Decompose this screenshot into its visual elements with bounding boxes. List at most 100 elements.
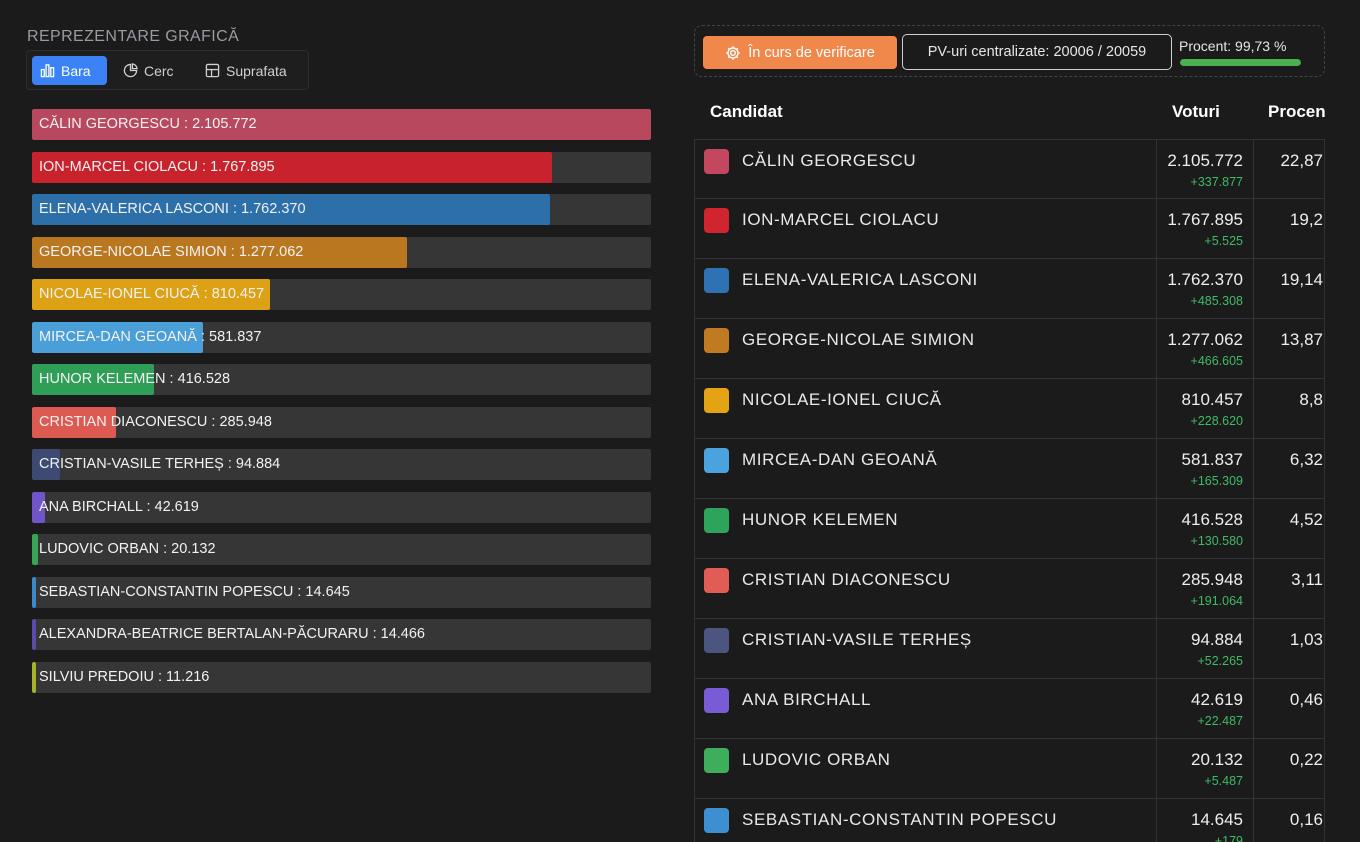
bar: [32, 576, 37, 608]
candidate-color-swatch: [704, 748, 729, 773]
bar-row[interactable]: LUDOVIC ORBAN : 20.132: [32, 534, 651, 565]
candidate-name: HUNOR KELEMEN: [742, 510, 899, 529]
bar-label: MIRCEA-DAN GEOANĂ : 581.837: [39, 322, 261, 353]
bar-category: SEBASTIAN-CONSTANTIN POPESCU: [39, 583, 294, 600]
bar-category: ELENA-VALERICA LASCONI: [39, 201, 229, 217]
bar: [32, 109, 651, 140]
table-row[interactable]: CRISTIAN DIACONESCU 285.948 +191.064 3,11: [694, 559, 1325, 619]
procent-label: Procent: 99,73 %: [1179, 38, 1287, 54]
bar-row[interactable]: ALEXANDRA-BEATRICE BERTALAN-PĂCURARU : 1…: [32, 619, 651, 650]
bar-value: 20.132: [171, 541, 216, 557]
bar-category: CRISTIAN DIACONESCU: [39, 413, 208, 430]
bar-separator: :: [199, 286, 212, 302]
bar-row[interactable]: HUNOR KELEMEN : 416.528: [32, 364, 651, 395]
bar-row[interactable]: MIRCEA-DAN GEOANĂ : 581.837: [32, 321, 651, 353]
candidate-votes-delta: +228.620: [1190, 414, 1243, 428]
table-row[interactable]: ANA BIRCHALL 42.619 +22.487 0,46: [694, 679, 1325, 739]
candidate-percent: 19,2: [1289, 210, 1323, 229]
bar-label: ANA BIRCHALL : 42.619: [39, 492, 199, 523]
candidate-name: CĂLIN GEORGESCU: [742, 151, 917, 170]
bar-separator: :: [165, 371, 178, 387]
bar-separator: :: [293, 583, 306, 600]
table-row[interactable]: SEBASTIAN-CONSTANTIN POPESCU 14.645 +179 0,…: [694, 799, 1325, 842]
bar-value: 581.837: [209, 328, 262, 345]
column-divider: [1253, 199, 1254, 258]
candidate-votes: 1.762.370: [1167, 270, 1243, 289]
column-divider: [1156, 259, 1157, 318]
table-row[interactable]: CĂLIN GEORGESCU 2.105.772 +337.877 22,87: [694, 139, 1325, 199]
bar-category: MIRCEA-DAN GEOANĂ: [39, 328, 197, 345]
bar-category: GEORGE-NICOLAE SIMION: [39, 243, 227, 260]
header-candidate[interactable]: Candidat: [710, 102, 783, 121]
bar-category: HUNOR KELEMEN: [39, 371, 166, 387]
bar-separator: :: [228, 201, 242, 217]
bar-chart-icon: [40, 64, 55, 78]
bar-row[interactable]: SEBASTIAN-CONSTANTIN POPESCU : 14.645: [32, 576, 651, 608]
bar-category: CRISTIAN-VASILE TERHEȘ: [39, 456, 224, 472]
bar-category: SILVIU PREDOIU: [39, 668, 154, 685]
bar-label: CĂLIN GEORGESCU : 2.105.772: [39, 109, 257, 140]
table-row[interactable]: MIRCEA-DAN GEOANĂ 581.837 +165.309 6,32: [694, 439, 1325, 499]
candidate-votes: 20.132: [1191, 750, 1243, 769]
bar: [32, 194, 551, 225]
table-row[interactable]: NICOLAE-IONEL CIUCĂ 810.457 +228.620 8,8: [694, 379, 1325, 439]
header-votes[interactable]: Voturi: [1172, 102, 1220, 121]
bar-category: ANA BIRCHALL: [39, 498, 143, 515]
candidate-color-swatch: [704, 149, 729, 174]
bar-row[interactable]: CRISTIAN-VASILE TERHEȘ : 94.884: [32, 449, 651, 480]
view-area-button[interactable]: Suprafata: [197, 56, 305, 85]
bar-label: SILVIU PREDOIU : 11.216: [39, 662, 209, 693]
table-row[interactable]: ION-MARCEL CIOLACU 1.767.895 +5.525 19,2: [694, 199, 1325, 259]
bar-row[interactable]: CRISTIAN DIACONESCU : 285.948: [32, 406, 651, 438]
bar-value: 14.645: [305, 583, 350, 600]
table-row[interactable]: CRISTIAN-VASILE TERHEȘ 94.884 +52.265 1,03: [694, 619, 1325, 679]
bar-separator: :: [207, 413, 220, 430]
bar-value: 285.948: [219, 413, 272, 430]
table-row[interactable]: GEORGE-NICOLAE SIMION 1.277.062 +466.605 13…: [694, 319, 1325, 379]
candidate-votes: 581.837: [1181, 450, 1243, 469]
bar-row[interactable]: CĂLIN GEORGESCU : 2.105.772: [32, 109, 651, 140]
candidate-votes-delta: +179: [1214, 834, 1243, 842]
view-bar-button[interactable]: Bara: [32, 56, 107, 85]
candidate-percent: 0,46: [1289, 690, 1323, 709]
bar-row[interactable]: ION-MARCEL CIOLACU : 1.767.895: [32, 151, 651, 183]
bar: [32, 321, 204, 353]
candidate-votes: 416.528: [1181, 510, 1243, 529]
bar-value: 2.105.772: [192, 116, 257, 132]
candidate-color-swatch: [704, 448, 729, 473]
candidate-color-swatch: [704, 328, 729, 353]
candidate-percent: 13,87: [1280, 330, 1323, 349]
column-divider: [1253, 439, 1254, 498]
table-row[interactable]: ELENA-VALERICA LASCONI 1.762.370 +485.308 1…: [694, 259, 1325, 319]
grid-icon: [205, 63, 220, 78]
verification-status-button[interactable]: În curs de verificare: [703, 36, 897, 69]
table-row[interactable]: LUDOVIC ORBAN 20.132 +5.487 0,22: [694, 739, 1325, 799]
bar-row[interactable]: SILVIU PREDOIU : 11.216: [32, 661, 651, 693]
bar-row[interactable]: ELENA-VALERICA LASCONI : 1.762.370: [32, 194, 651, 225]
procent-progress-fill: [1180, 59, 1301, 66]
bar-value: 14.466: [380, 626, 425, 642]
column-divider: [1253, 499, 1254, 558]
candidate-percent: 8,8: [1299, 390, 1323, 409]
table-row[interactable]: HUNOR KELEMEN 416.528 +130.580 4,52: [694, 499, 1325, 559]
bar-row[interactable]: GEORGE-NICOLAE SIMION : 1.277.062: [32, 236, 651, 268]
bar-value: 416.528: [177, 371, 231, 387]
candidate-votes-delta: +5.525: [1204, 234, 1243, 248]
header-percent[interactable]: Procen: [1268, 102, 1325, 121]
candidate-name: GEORGE-NICOLAE SIMION: [742, 330, 975, 349]
candidate-name: CRISTIAN-VASILE TERHEȘ: [742, 630, 972, 649]
bar-value: 810.457: [211, 286, 265, 302]
bar-label: ELENA-VALERICA LASCONI : 1.762.370: [39, 194, 306, 225]
candidate-votes-delta: +5.487: [1204, 774, 1243, 788]
bar-row[interactable]: NICOLAE-IONEL CIUCĂ : 810.457: [32, 279, 651, 310]
candidate-votes: 94.884: [1191, 630, 1243, 649]
candidate-votes-delta: +485.308: [1190, 294, 1243, 308]
candidate-percent: 1,03: [1289, 630, 1323, 649]
bar-row[interactable]: ANA BIRCHALL : 42.619: [32, 491, 651, 523]
view-pie-button[interactable]: Cerc: [115, 56, 187, 85]
column-divider: [1253, 799, 1254, 842]
bar-separator: :: [226, 243, 239, 260]
bar-category: CĂLIN GEORGESCU: [39, 116, 180, 132]
bar-label: SEBASTIAN-CONSTANTIN POPESCU : 14.645: [39, 577, 350, 608]
bar-separator: :: [196, 328, 210, 345]
